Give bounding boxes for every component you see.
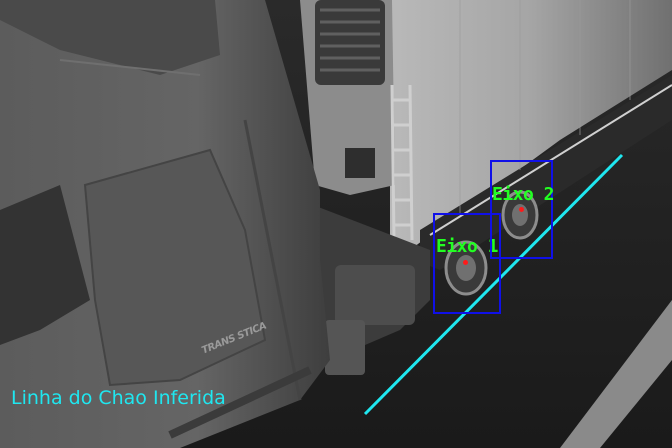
ground-line-label: Linha do Chao Inferida [11, 387, 226, 409]
road-lane-marking [560, 300, 672, 448]
fuel-tank [325, 320, 365, 375]
cab-side-window [0, 185, 90, 345]
axle-2-center-marker [519, 207, 524, 212]
cab-door-panel [83, 148, 267, 387]
axle-2-bounding-box[interactable] [490, 160, 553, 259]
cab-roof-deflector [0, 0, 220, 75]
reefer-grille [315, 0, 385, 85]
ground-line [363, 153, 624, 416]
axle-1-bounding-box[interactable] [433, 213, 501, 314]
axle-1-label: Eixo 1 [436, 236, 499, 257]
axle-1-center-marker [463, 260, 468, 265]
axle-2-label: Eixo 2 [492, 184, 555, 205]
